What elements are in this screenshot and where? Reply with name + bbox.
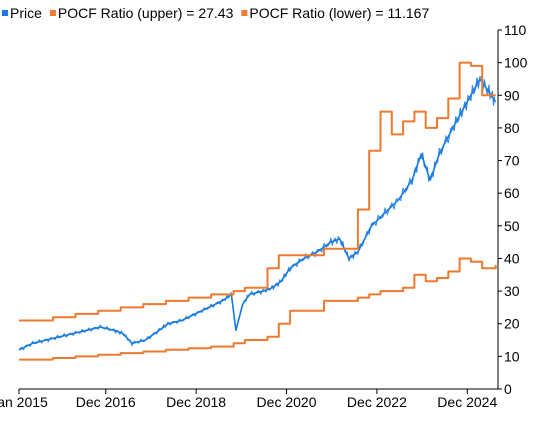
pocf-lower-series-line (19, 257, 497, 361)
y-tick-label: 30 (504, 283, 520, 299)
y-tick-label: 20 (504, 316, 520, 332)
y-tick-label: 60 (504, 185, 520, 201)
y-tick-label: 80 (504, 120, 520, 136)
legend-label: POCF Ratio (upper) = 27.43 (58, 5, 234, 21)
y-tick-label: 50 (504, 218, 520, 234)
y-tick-label: 90 (504, 87, 520, 103)
legend-swatch (2, 10, 8, 16)
series-layer (18, 61, 497, 361)
y-tick-label: 100 (504, 55, 528, 71)
pocf-upper-series-line (19, 61, 496, 322)
x-tick-label: Dec 2018 (166, 394, 226, 410)
y-tick-label: 10 (504, 348, 520, 364)
y-axis-ticks: 0 10 20 30 40 50 60 70 80 90 100 110 (498, 22, 528, 397)
y-tick-label: 40 (504, 250, 520, 266)
legend-swatch (49, 10, 56, 16)
legend-label: Price (10, 5, 42, 21)
x-tick-label: Dec 2020 (257, 394, 317, 410)
y-tick-label: 110 (504, 22, 527, 38)
x-axis-ticks: Jan 2015 Dec 2016 Dec 2018 Dec 2020 Dec 2022… (0, 389, 497, 410)
y-tick-label: 0 (504, 381, 512, 397)
price-series-noise (18, 75, 496, 351)
legend-label: POCF Ratio (lower) = 11.167 (249, 5, 429, 21)
x-tick-label: Jan 2015 (0, 394, 48, 410)
x-tick-label: Dec 2016 (76, 394, 136, 410)
legend-swatch (241, 10, 248, 16)
y-tick-label: 70 (504, 153, 520, 169)
x-tick-label: Dec 2022 (347, 394, 407, 410)
legend: Price POCF Ratio (upper) = 27.43 POCF Rati… (2, 5, 429, 21)
price-series-line (18, 78, 497, 351)
plot-area (19, 30, 499, 390)
x-tick-label: Dec 2024 (437, 394, 497, 410)
